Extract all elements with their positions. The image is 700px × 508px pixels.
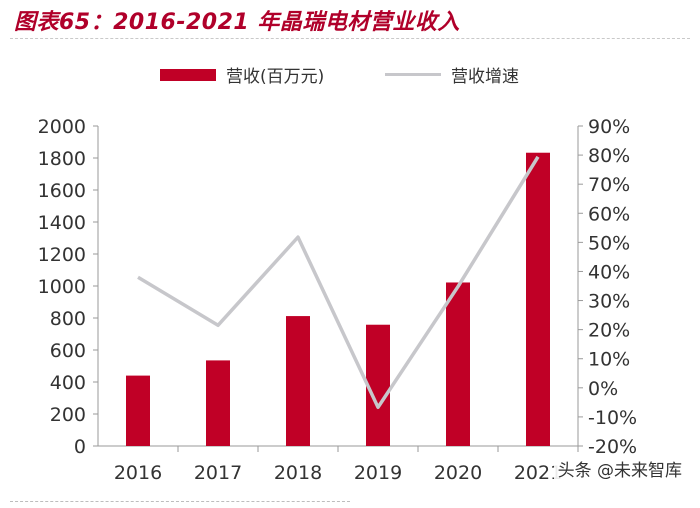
- watermark: 头条 @未来智库: [553, 455, 686, 482]
- revenue-bar: [366, 324, 390, 446]
- x-tick-label: 2020: [434, 462, 482, 484]
- left-tick-label: 1400: [38, 212, 86, 234]
- right-tick-label: 80%: [588, 145, 630, 167]
- x-tick-label: 2019: [354, 462, 402, 484]
- x-tick-label: 2017: [194, 462, 242, 484]
- x-tick-label: 2018: [274, 462, 322, 484]
- right-tick-label: 70%: [588, 174, 630, 196]
- left-tick-label: 1200: [38, 244, 86, 266]
- revenue-bar: [526, 152, 550, 446]
- right-tick-label: 40%: [588, 261, 630, 283]
- legend-item-revenue: 营收(百万元): [160, 62, 324, 87]
- right-tick-label: 10%: [588, 349, 630, 371]
- revenue-bar: [126, 375, 150, 446]
- left-tick-label: 800: [50, 308, 86, 330]
- right-tick-label: -20%: [588, 436, 637, 458]
- right-tick-label: 90%: [588, 116, 630, 138]
- left-tick-label: 1600: [38, 180, 86, 202]
- legend-item-growth: 营收增速: [385, 62, 519, 87]
- right-tick-label: 60%: [588, 203, 630, 225]
- chart-title: 图表65：2016-2021 年晶瑞电材营业收入: [14, 10, 460, 35]
- revenue-bar: [286, 316, 310, 446]
- legend-label-revenue: 营收(百万元): [226, 67, 325, 87]
- left-tick-label: 0: [74, 436, 86, 458]
- right-tick-label: -10%: [588, 407, 637, 429]
- x-tick-label: 2021: [514, 462, 562, 484]
- x-tick-label: 2016: [114, 462, 162, 484]
- growth-line: [137, 155, 540, 410]
- left-tick-label: 400: [50, 372, 86, 394]
- left-tick-label: 1000: [38, 276, 86, 298]
- revenue-bar: [446, 282, 470, 446]
- right-tick-label: 30%: [588, 291, 630, 313]
- legend: 营收(百万元) 营收增速: [0, 62, 700, 90]
- right-tick-label: 50%: [588, 232, 630, 254]
- right-tick-label: 20%: [588, 320, 630, 342]
- left-tick-label: 2000: [38, 116, 86, 138]
- revenue-bar: [206, 360, 230, 446]
- left-tick-label: 200: [50, 404, 86, 426]
- legend-label-growth: 营收增速: [451, 67, 519, 87]
- right-tick-label: 0%: [588, 378, 618, 400]
- bottom-divider: [10, 501, 350, 502]
- legend-bar-swatch: [160, 68, 216, 81]
- left-tick-label: 600: [50, 340, 86, 362]
- legend-line-swatch: [385, 73, 441, 76]
- left-tick-label: 1800: [38, 148, 86, 170]
- title-divider: [10, 38, 690, 39]
